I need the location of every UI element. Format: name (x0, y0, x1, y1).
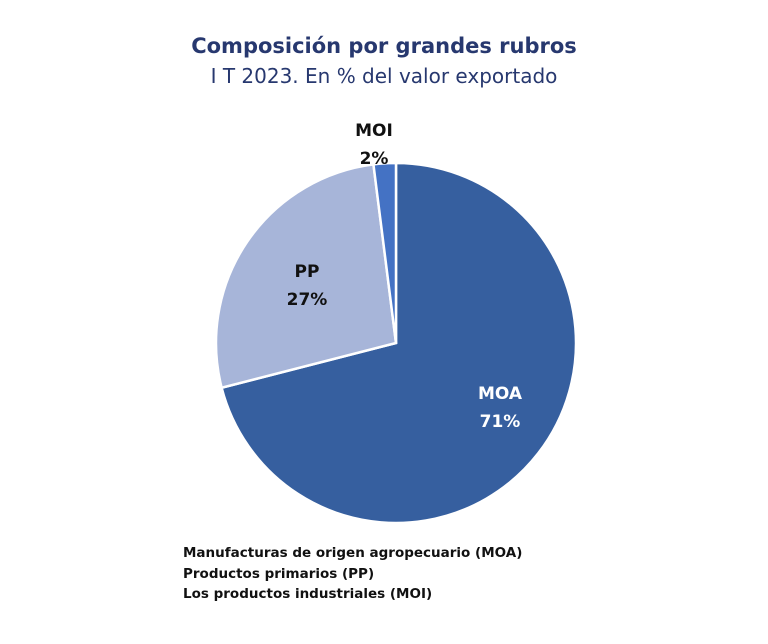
legend: Manufacturas de origen agropecuario (MOA… (183, 543, 522, 605)
slice-name-pp: PP (295, 262, 320, 282)
slice-value-moa: 71% (480, 412, 521, 432)
slice-name-moa: MOA (478, 384, 523, 404)
legend-item-moi: Los productos industriales (MOI) (183, 586, 433, 602)
legend-item-pp: Productos primarios (PP) (183, 565, 375, 582)
pie-slice-moa (220, 161, 578, 525)
pie-slice-moi (372, 161, 398, 344)
slice-value-moi: 2% (360, 149, 389, 169)
slice-name-moi: MOI (355, 121, 393, 141)
slice-value-pp: 27% (287, 290, 328, 310)
chart-title: Composición por grandes rubros (191, 34, 577, 58)
legend-item-moa: Manufacturas de origen agropecuario (MOA… (183, 545, 523, 561)
chart-subtitle: I T 2023. En % del valor exportado (210, 64, 558, 88)
pie-slice-pp (214, 163, 398, 390)
